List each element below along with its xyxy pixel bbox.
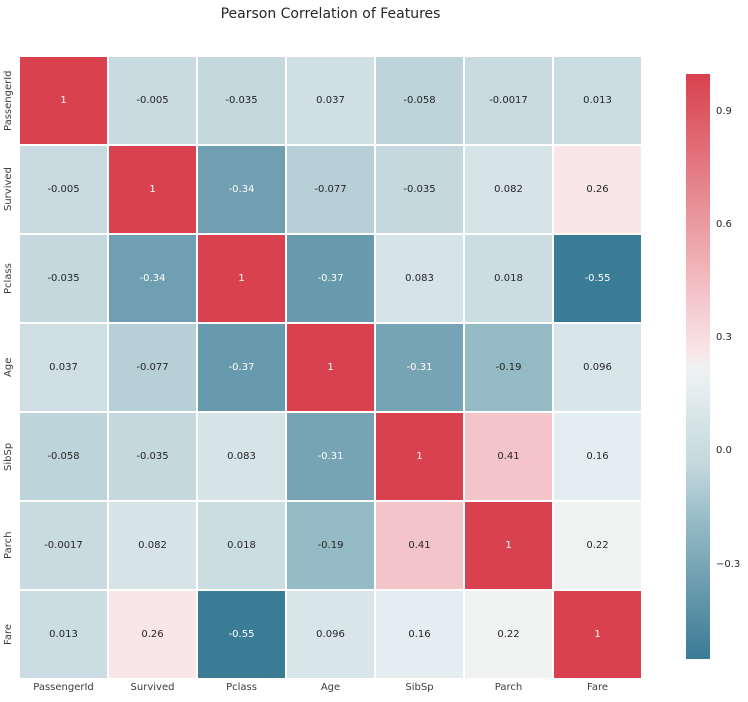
heatmap-cell-SibSp-PassengerId: -0.058 <box>20 413 107 500</box>
heatmap-cell-Pclass-Survived: -0.34 <box>109 235 196 322</box>
colorbar-tick-0: 0.0 <box>716 445 732 457</box>
heatmap-cell-Parch-Pclass: 0.018 <box>198 502 285 589</box>
colorbar-tick-0.9: 0.9 <box>716 105 732 117</box>
heatmap-cell-PassengerId-Fare: 0.013 <box>554 57 641 144</box>
heatmap-cell-Age-Pclass: -0.37 <box>198 324 285 411</box>
y-tick-label-Pclass: Pclass <box>3 263 14 294</box>
y-tick-label-Parch: Parch <box>3 531 14 560</box>
x-tick-label-Fare: Fare <box>586 682 608 693</box>
heatmap-cell-Parch-Fare: 0.22 <box>554 502 641 589</box>
heatmap-cell-PassengerId-Parch: -0.0017 <box>465 57 552 144</box>
x-tick-label-PassengerId: PassengerId <box>33 682 94 693</box>
heatmap-cell-PassengerId-Age: 0.037 <box>287 57 374 144</box>
y-tick-label-Fare: Fare <box>3 624 14 646</box>
heatmap-cell-PassengerId-Pclass: -0.035 <box>198 57 285 144</box>
heatmap-cell-Age-PassengerId: 0.037 <box>20 324 107 411</box>
heatmap-cell-Fare-Fare: 1 <box>554 591 641 678</box>
heatmap-cell-Fare-PassengerId: 0.013 <box>20 591 107 678</box>
x-tick-label-Parch: Parch <box>494 682 523 693</box>
heatmap-cell-Pclass-Age: -0.37 <box>287 235 374 322</box>
heatmap-cell-Survived-Age: -0.077 <box>287 146 374 233</box>
heatmap-cell-PassengerId-Survived: -0.005 <box>109 57 196 144</box>
chart-title: Pearson Correlation of Features <box>220 6 441 22</box>
heatmap-cell-Pclass-Pclass: 1 <box>198 235 285 322</box>
heatmap-cell-SibSp-SibSp: 1 <box>376 413 463 500</box>
heatmap-cell-Age-Fare: 0.096 <box>554 324 641 411</box>
heatmap-cell-Survived-Survived: 1 <box>109 146 196 233</box>
colorbar-tick--0.3: −0.3 <box>716 558 741 570</box>
y-tick-label-Age: Age <box>3 357 14 378</box>
heatmap-cell-PassengerId-PassengerId: 1 <box>20 57 107 144</box>
y-tick-label-Survived: Survived <box>3 167 14 212</box>
heatmap-cell-Fare-Pclass: -0.55 <box>198 591 285 678</box>
heatmap-cell-Age-Age: 1 <box>287 324 374 411</box>
x-tick-label-Survived: Survived <box>130 682 175 693</box>
heatmap-cell-SibSp-Parch: 0.41 <box>465 413 552 500</box>
x-tick-label-Pclass: Pclass <box>226 682 257 693</box>
x-tick-label-Age: Age <box>320 682 341 693</box>
heatmap-cell-Age-Survived: -0.077 <box>109 324 196 411</box>
x-tick-label-SibSp: SibSp <box>405 682 434 693</box>
heatmap-cell-Age-Parch: -0.19 <box>465 324 552 411</box>
colorbar-tick-0.6: 0.6 <box>716 218 732 230</box>
heatmap-cell-Survived-Parch: 0.082 <box>465 146 552 233</box>
heatmap-cell-Survived-PassengerId: -0.005 <box>20 146 107 233</box>
heatmap-cell-PassengerId-SibSp: -0.058 <box>376 57 463 144</box>
heatmap-cell-Parch-PassengerId: -0.0017 <box>20 502 107 589</box>
heatmap-cell-SibSp-Age: -0.31 <box>287 413 374 500</box>
heatmap-cell-Survived-Fare: 0.26 <box>554 146 641 233</box>
y-tick-label-SibSp: SibSp <box>3 442 14 471</box>
heatmap-cell-SibSp-Fare: 0.16 <box>554 413 641 500</box>
heatmap-cell-Pclass-Fare: -0.55 <box>554 235 641 322</box>
heatmap-cell-SibSp-Survived: -0.035 <box>109 413 196 500</box>
heatmap-cell-Pclass-PassengerId: -0.035 <box>20 235 107 322</box>
heatmap-cell-Parch-SibSp: 0.41 <box>376 502 463 589</box>
heatmap-cell-Survived-SibSp: -0.035 <box>376 146 463 233</box>
heatmap-cell-Survived-Pclass: -0.34 <box>198 146 285 233</box>
heatmap-cell-Parch-Age: -0.19 <box>287 502 374 589</box>
heatmap-cell-Parch-Survived: 0.082 <box>109 502 196 589</box>
heatmap-cell-Parch-Parch: 1 <box>465 502 552 589</box>
y-tick-label-PassengerId: PassengerId <box>3 70 14 131</box>
heatmap-cell-Pclass-SibSp: 0.083 <box>376 235 463 322</box>
colorbar-tick-0.3: 0.3 <box>716 332 732 344</box>
heatmap-cell-Pclass-Parch: 0.018 <box>465 235 552 322</box>
heatmap-cell-Age-SibSp: -0.31 <box>376 324 463 411</box>
heatmap-cell-Fare-Survived: 0.26 <box>109 591 196 678</box>
heatmap-cell-Fare-SibSp: 0.16 <box>376 591 463 678</box>
colorbar <box>686 74 710 659</box>
heatmap-grid: 1 -0.005 -0.035 0.037 -0.058 -0.0017 0.013 -0.0… <box>20 57 641 678</box>
heatmap-cell-SibSp-Pclass: 0.083 <box>198 413 285 500</box>
heatmap-cell-Fare-Parch: 0.22 <box>465 591 552 678</box>
heatmap-cell-Fare-Age: 0.096 <box>287 591 374 678</box>
